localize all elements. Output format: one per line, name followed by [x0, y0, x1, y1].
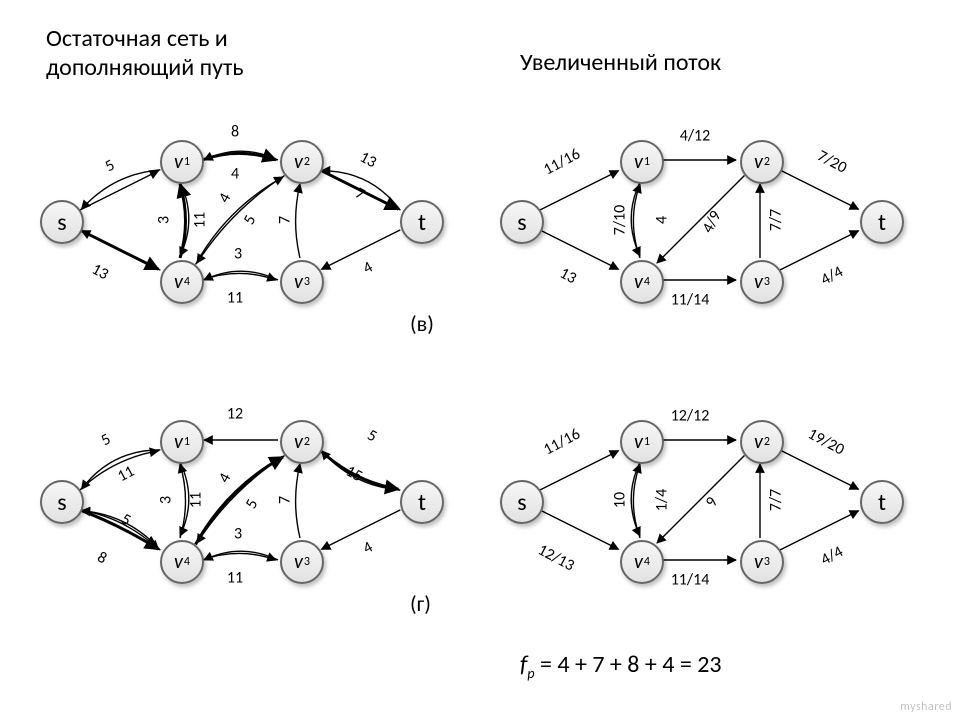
- node-v2: v2: [740, 420, 784, 464]
- edge-label: 3: [234, 245, 242, 264]
- node-v3: v3: [280, 540, 324, 584]
- watermark: myshared: [900, 700, 952, 714]
- node-v1: v1: [620, 140, 664, 184]
- graph-flow-v: sv1v2v3v4t11/16134/127/1044/97/711/147/2…: [500, 120, 920, 340]
- edge-label: 7/10: [611, 205, 630, 236]
- node-v2: v2: [280, 140, 324, 184]
- formula: fp = 4 + 7 + 8 + 4 = 23: [520, 650, 722, 682]
- node-t: t: [400, 480, 444, 524]
- edge-label: 12: [227, 405, 243, 424]
- formula-text: = 4 + 7 + 8 + 4 = 23: [540, 650, 722, 679]
- node-v1: v1: [160, 420, 204, 464]
- node-t: t: [400, 200, 444, 244]
- edge-label: 7/7: [767, 489, 786, 511]
- edge-label: 11: [191, 212, 210, 228]
- title-right: Увеличенный поток: [520, 48, 721, 77]
- edge-label: 1/4: [653, 489, 672, 511]
- node-v1: v1: [160, 140, 204, 184]
- graph-flow-g: sv1v2v3v4t11/1612/1312/12101/497/711/141…: [500, 400, 920, 620]
- edge-label: 3: [157, 496, 176, 504]
- row-label-v: (в): [410, 310, 434, 337]
- edge-label: 12/12: [671, 407, 710, 426]
- edge-label: 7: [276, 496, 295, 504]
- edge-label: 3: [155, 216, 174, 224]
- edge-label: 11/14: [671, 291, 710, 310]
- edge-label: 11/14: [671, 571, 710, 590]
- edge-label: 7: [276, 216, 295, 224]
- node-v2: v2: [740, 140, 784, 184]
- node-v4: v4: [620, 260, 664, 304]
- node-s: s: [40, 200, 84, 244]
- node-v3: v3: [740, 540, 784, 584]
- graph-residual-v: sv1v2v3v4t513841135473111374: [40, 120, 460, 340]
- edge-label: 4/12: [680, 127, 711, 146]
- edge-label: 11: [227, 289, 243, 308]
- node-t: t: [860, 480, 904, 524]
- node-s: s: [500, 200, 544, 244]
- node-s: s: [40, 480, 84, 524]
- edge-label: 8: [231, 123, 239, 142]
- node-s: s: [500, 480, 544, 524]
- node-v3: v3: [280, 260, 324, 304]
- node-v4: v4: [620, 540, 664, 584]
- edge-label: 7/7: [767, 209, 786, 231]
- node-v3: v3: [740, 260, 784, 304]
- edge-label: 4: [653, 216, 672, 224]
- node-v2: v2: [280, 420, 324, 464]
- row-label-g: (г): [410, 590, 431, 617]
- node-t: t: [860, 200, 904, 244]
- edge-label: 4: [231, 165, 239, 184]
- node-v4: v4: [160, 260, 204, 304]
- edge-label: 11: [227, 569, 243, 588]
- node-v4: v4: [160, 540, 204, 584]
- edge-label: 11: [187, 492, 206, 508]
- node-v1: v1: [620, 420, 664, 464]
- edge-label: 3: [234, 525, 242, 544]
- graph-residual-g: sv1v2v3v4t51158121134573115154: [40, 400, 460, 620]
- edge-label: 10: [611, 492, 630, 508]
- title-left: Остаточная сеть идополняющий путь: [46, 24, 366, 82]
